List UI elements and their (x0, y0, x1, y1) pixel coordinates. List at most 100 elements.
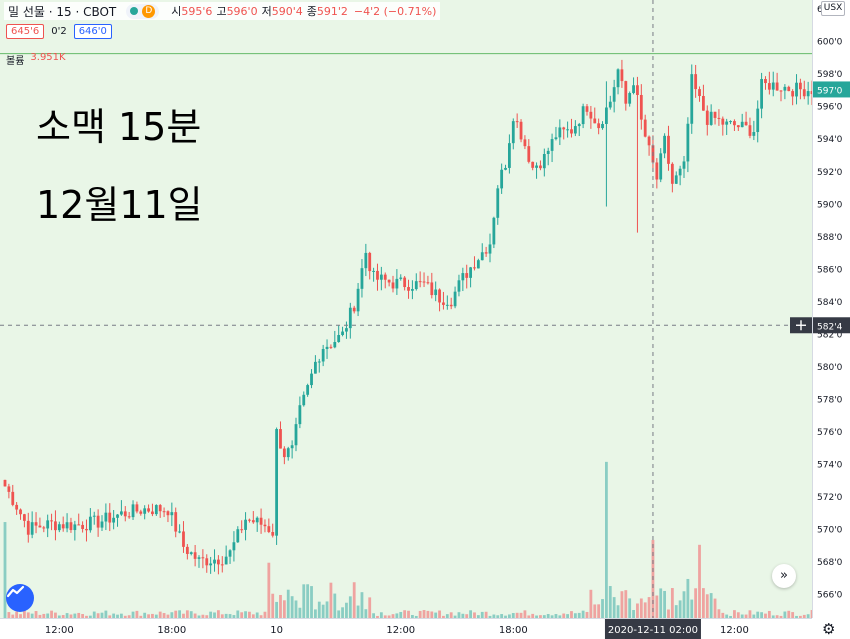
currency-label[interactable]: USX (821, 1, 845, 16)
candle (282, 446, 286, 465)
candle (484, 246, 488, 257)
candle (290, 440, 294, 459)
volume-bar (205, 615, 209, 618)
volume-bar (286, 589, 290, 618)
volume-bar (802, 614, 806, 618)
ask-price[interactable]: 646'0 (73, 24, 112, 39)
candlestick-chart[interactable] (0, 0, 812, 618)
price-scale[interactable]: 566'0 568'0 570'0 572'0 574'0 576'0 578'0 580'0… (813, 0, 850, 618)
tradingview-logo[interactable] (6, 584, 34, 612)
candle-body (484, 252, 488, 254)
candle-body (795, 82, 798, 97)
volume-bar (42, 613, 46, 618)
volume-bar (585, 611, 589, 618)
candle-body (764, 79, 767, 84)
volume-bar (577, 612, 581, 618)
volume-bar (670, 588, 674, 618)
volume-bar (620, 591, 624, 618)
volume-bar (632, 609, 635, 618)
volume-bar (667, 609, 670, 618)
volume-bar (178, 610, 181, 618)
volume-bar (81, 614, 84, 618)
volume-bar (535, 615, 538, 618)
volume-bar (85, 615, 88, 618)
candle-body (667, 135, 670, 164)
candle (364, 243, 368, 277)
time-axis[interactable]: 12:0018:001012:0018:0002:0012:002020-12-… (0, 618, 812, 639)
candle (570, 118, 573, 138)
volume-bar (244, 611, 247, 618)
candle (57, 521, 61, 533)
market-status[interactable]: D (126, 3, 160, 19)
volume-bar (674, 605, 678, 618)
volume-bar (26, 612, 30, 618)
spread-value: 0'2 (51, 26, 67, 37)
candle (515, 113, 519, 128)
volume-label: 볼륨 (6, 56, 25, 67)
candle (558, 119, 562, 146)
candle-body (659, 153, 663, 180)
candle-body (26, 520, 30, 535)
volume-bar (733, 610, 736, 618)
candle-body (403, 277, 407, 288)
volume-bar (705, 594, 709, 618)
volume-bar (112, 613, 116, 618)
candle (263, 519, 267, 533)
volume-bar (379, 612, 383, 618)
candle-body (628, 93, 632, 104)
volume-bar (34, 611, 38, 618)
candle-body (30, 522, 34, 535)
candle (34, 512, 38, 534)
candle (310, 369, 313, 389)
volume-bar (476, 615, 480, 618)
candle (488, 233, 492, 263)
volume-bar (686, 578, 690, 618)
candle (135, 501, 139, 514)
candle-body (154, 505, 158, 515)
candle (379, 266, 383, 291)
candle-body (573, 126, 577, 134)
candle (674, 171, 678, 185)
candle-body (201, 557, 205, 559)
volume-bar (659, 588, 663, 618)
candle-body (135, 504, 139, 512)
gear-icon: ⚙ (822, 620, 836, 638)
candle-body (143, 508, 147, 514)
volume-bar (217, 610, 220, 618)
candle (182, 521, 185, 553)
candle (11, 484, 15, 507)
volume-bar (220, 614, 224, 618)
candle (220, 556, 224, 573)
candle (698, 86, 701, 102)
candle (391, 275, 395, 293)
candle (624, 80, 628, 111)
candle (294, 417, 298, 452)
candle-body (108, 512, 112, 523)
candle (399, 274, 403, 281)
scroll-to-realtime-button[interactable]: » (772, 564, 796, 588)
candle (581, 103, 585, 129)
candle-body (391, 282, 395, 289)
volume-bar (116, 614, 119, 618)
overlay-title-text: 소맥 15분 (36, 105, 202, 149)
candle (605, 81, 608, 207)
candle (376, 263, 379, 291)
candle-body (193, 552, 197, 559)
candle-body (19, 509, 22, 515)
time-scale[interactable]: 12:0018:001012:0018:0002:0012:002020-12-… (0, 619, 812, 639)
candle (636, 76, 639, 233)
symbol-title[interactable]: 밀 선물 · 15 · CBOT (8, 4, 117, 19)
price-axis[interactable]: 566'0 568'0 570'0 572'0 574'0 576'0 578'0 580'0… (812, 0, 850, 618)
time-tick-label: 12:00 (386, 625, 415, 636)
chart-settings-button[interactable]: ⚙ (822, 620, 835, 638)
volume-bar (50, 610, 53, 618)
bid-price[interactable]: 645'6 (6, 24, 45, 39)
candle-body (577, 124, 581, 127)
candle (209, 556, 213, 574)
chart-plot-area[interactable]: 밀 선물 · 15 · CBOT D 시 595'6 고 596'0 저 590'4 … (0, 0, 812, 618)
candle-body (767, 83, 771, 90)
volume-bar (170, 612, 174, 618)
overlay-date-text: 12월11일 (36, 183, 203, 227)
candle-body (511, 121, 515, 144)
volume-bar (151, 613, 154, 618)
